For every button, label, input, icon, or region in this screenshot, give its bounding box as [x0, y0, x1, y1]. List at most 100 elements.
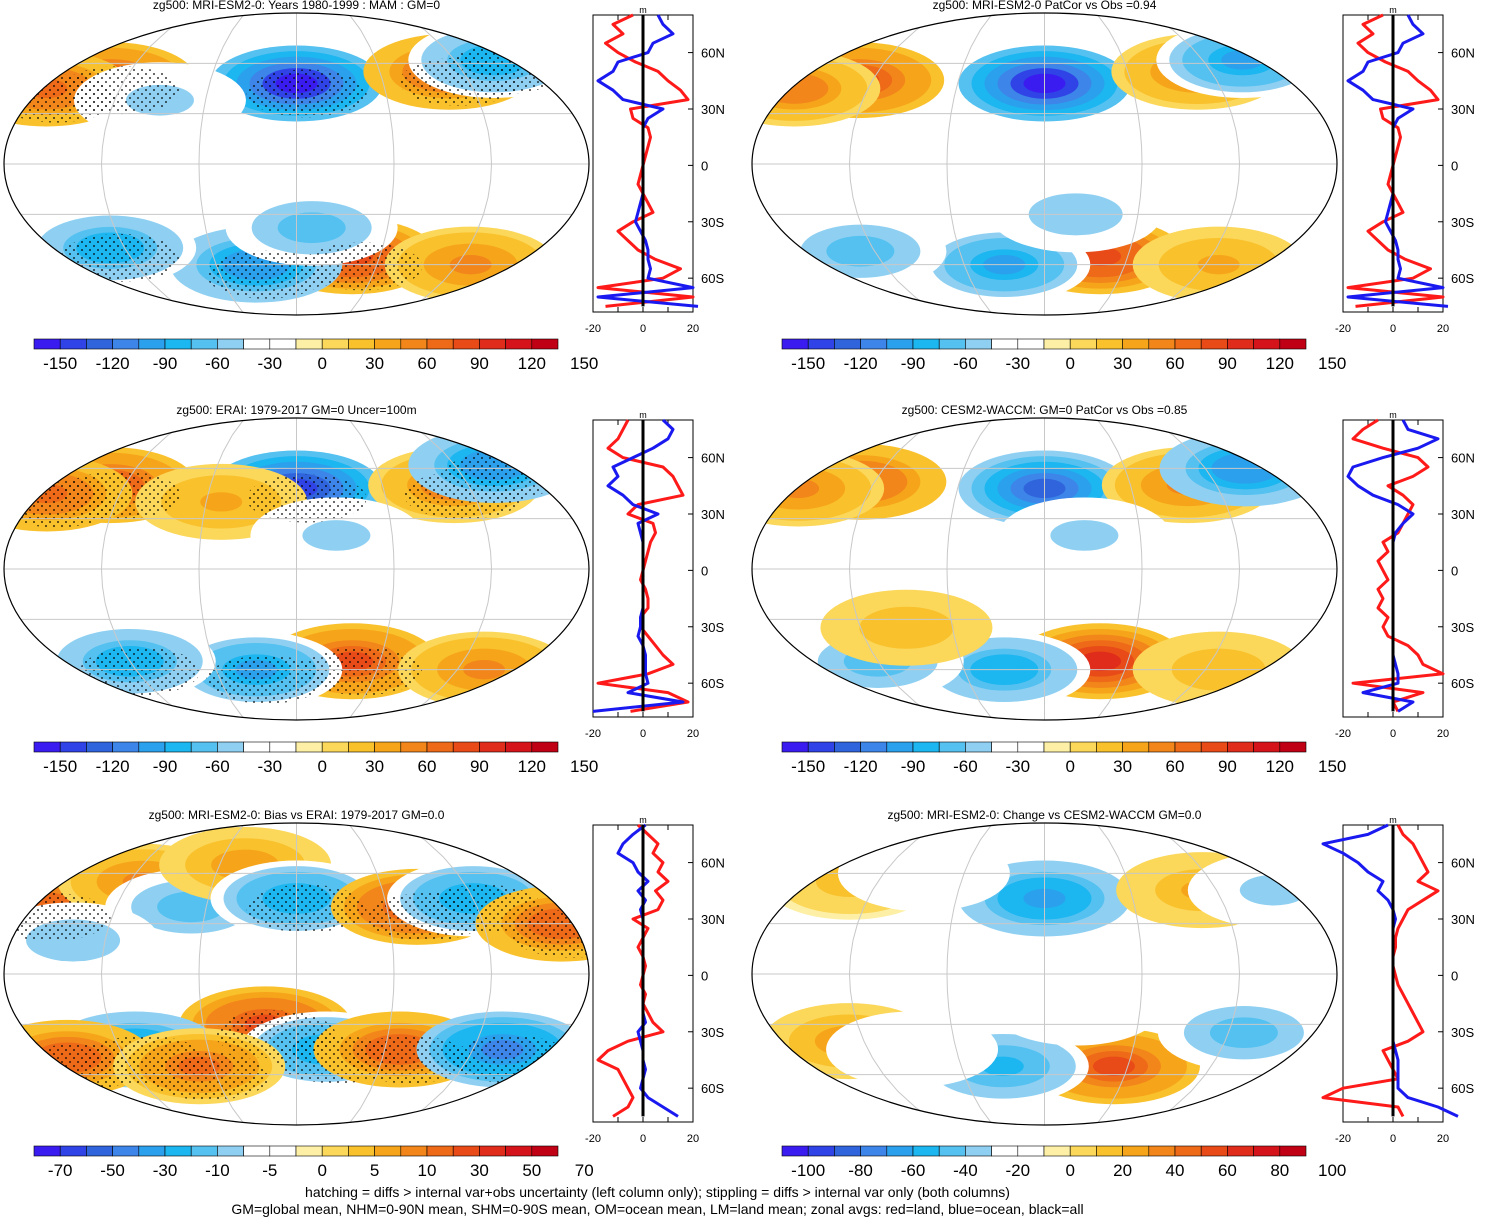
- zonal-profile: m -20 0 20 60N 30N 0 30S 60S: [1335, 5, 1475, 335]
- panel-3: zg500: ERAI: 1979-2017 GM=0 Uncer=100m -1…: [3, 403, 725, 776]
- colorbar-swatch: [217, 338, 244, 350]
- stipple-region: [302, 242, 423, 291]
- colorbar-swatch: [321, 741, 349, 753]
- colorbar-swatch: [295, 741, 323, 753]
- colorbar-label: 90: [470, 757, 489, 776]
- colorbar-swatch: [295, 1145, 323, 1157]
- colorbar-swatch: [479, 741, 506, 753]
- contour-band: [170, 897, 213, 917]
- zonal-profile: m -20 0 20 60N 30N 0 30S 60S: [1321, 815, 1475, 1145]
- profile-ytick-label: 0: [1451, 563, 1458, 578]
- contour-band: [315, 525, 358, 546]
- colorbar-swatch: [269, 741, 297, 753]
- graticule-lon: [347, 13, 395, 315]
- colorbar-label: 30: [1113, 757, 1132, 776]
- colorbar-label: 100: [1318, 1161, 1346, 1180]
- profile-xtick-label: -20: [1335, 1133, 1351, 1145]
- profile-ocean-line: [1346, 14, 1449, 308]
- colorbar-swatch: [1096, 1145, 1123, 1157]
- stipple-region: [206, 250, 327, 299]
- profile-ytick-label: 30S: [701, 620, 724, 635]
- profile-xtick-label: 0: [1390, 323, 1396, 335]
- stipple-region: [206, 655, 327, 704]
- colorbar-swatch: [781, 1145, 809, 1157]
- colorbar-swatch: [886, 1145, 914, 1157]
- graticule-lon: [198, 418, 246, 720]
- profile-xtick-label: 0: [640, 323, 646, 335]
- panel-title: zg500: MRI-ESM2-0: Years 1980-1999 : MAM…: [153, 0, 440, 12]
- colorbar-swatch: [834, 1145, 861, 1157]
- colorbar-label: 90: [1218, 757, 1237, 776]
- profile-ytick-label: 30N: [701, 507, 725, 522]
- stipple-region: [246, 69, 367, 118]
- profile-xtick-label: 0: [640, 1133, 646, 1145]
- colorbar-swatch: [33, 741, 61, 753]
- panel-title: zg500: CESM2-WACCM: GM=0 PatCor vs Obs =…: [902, 403, 1188, 417]
- profile-ytick-label: 0: [701, 968, 708, 983]
- colorbar-label: 20: [1113, 1161, 1132, 1180]
- colorbar-swatch: [269, 1145, 297, 1157]
- profile-ytick-label: 30S: [701, 1025, 724, 1040]
- colorbar-label: 40: [1166, 1161, 1185, 1180]
- colorbar-label: 70: [575, 1161, 594, 1180]
- graticule-lon: [198, 13, 246, 315]
- colorbar-swatch: [1200, 741, 1228, 753]
- colorbar-swatch: [164, 741, 192, 753]
- colorbar-swatch: [1279, 741, 1307, 753]
- colorbar-swatch: [1148, 338, 1176, 350]
- colorbar-swatch: [112, 338, 140, 350]
- colorbar-swatch: [1017, 741, 1045, 753]
- colorbar-swatch: [965, 741, 992, 753]
- panel-5: zg500: MRI-ESM2-0: Bias vs ERAI: 1979-20…: [3, 808, 725, 1180]
- colorbar-swatch: [1043, 741, 1071, 753]
- graticule-lon: [848, 13, 942, 315]
- globe-outline: [751, 822, 1338, 1126]
- colorbar-label: -70: [48, 1161, 73, 1180]
- colorbar-swatch: [400, 338, 428, 350]
- map-field: [4, 823, 589, 1125]
- colorbar-label: -100: [791, 1161, 825, 1180]
- colorbar-label: -50: [100, 1161, 125, 1180]
- colorbar-swatch: [164, 1145, 192, 1157]
- graticule-lon: [1095, 13, 1143, 315]
- graticule-lon: [1147, 418, 1241, 720]
- graticule-lon: [1095, 418, 1143, 720]
- colorbar-label: 120: [1266, 354, 1294, 373]
- colorbar-swatch: [112, 741, 140, 753]
- colorbar-label: -150: [43, 757, 77, 776]
- profile-units: m: [639, 815, 647, 825]
- profile-ytick-label: 60N: [1451, 856, 1475, 871]
- colorbar-swatch: [452, 741, 480, 753]
- profile-units: m: [1389, 5, 1397, 15]
- profile-land-line: [596, 13, 695, 308]
- colorbar-label: 0: [317, 354, 326, 373]
- colorbar-swatch: [1122, 1145, 1150, 1157]
- colorbar: -150 -120 -90 -60 -30 0 30 60 90 120 150: [33, 741, 598, 776]
- colorbar-label: -20: [1006, 1161, 1031, 1180]
- colorbar-swatch: [426, 1145, 454, 1157]
- colorbar-swatch: [965, 338, 992, 350]
- globe-outline: [3, 822, 590, 1126]
- contour-band: [1055, 997, 1098, 1018]
- colorbar-label: 30: [365, 354, 384, 373]
- colorbar-swatch: [400, 1145, 428, 1157]
- zonal-profile: m -20 0 20 60N 30N 0 30S 60S: [585, 5, 725, 335]
- colorbar-label: -30: [153, 1161, 178, 1180]
- colorbar-swatch: [243, 338, 271, 350]
- profile-ytick-label: 60N: [1451, 46, 1475, 61]
- colorbar-swatch: [1069, 741, 1097, 753]
- profile-ytick-label: 0: [701, 563, 708, 578]
- profile-xtick-label: -20: [585, 1133, 601, 1145]
- stipple-region: [246, 884, 367, 933]
- graticule-lon: [100, 823, 194, 1125]
- colorbar-swatch: [321, 338, 349, 350]
- colorbar-swatch: [531, 741, 559, 753]
- profile-xtick-label: 0: [640, 728, 646, 740]
- colorbar-label: -60: [953, 354, 978, 373]
- panel-title: zg500: MRI-ESM2-0: Change vs CESM2-WACCM…: [888, 808, 1202, 822]
- colorbar-label: 0: [1065, 757, 1074, 776]
- colorbar-label: -150: [791, 354, 825, 373]
- stipple-region: [79, 647, 200, 696]
- colorbar-label: 150: [1318, 757, 1346, 776]
